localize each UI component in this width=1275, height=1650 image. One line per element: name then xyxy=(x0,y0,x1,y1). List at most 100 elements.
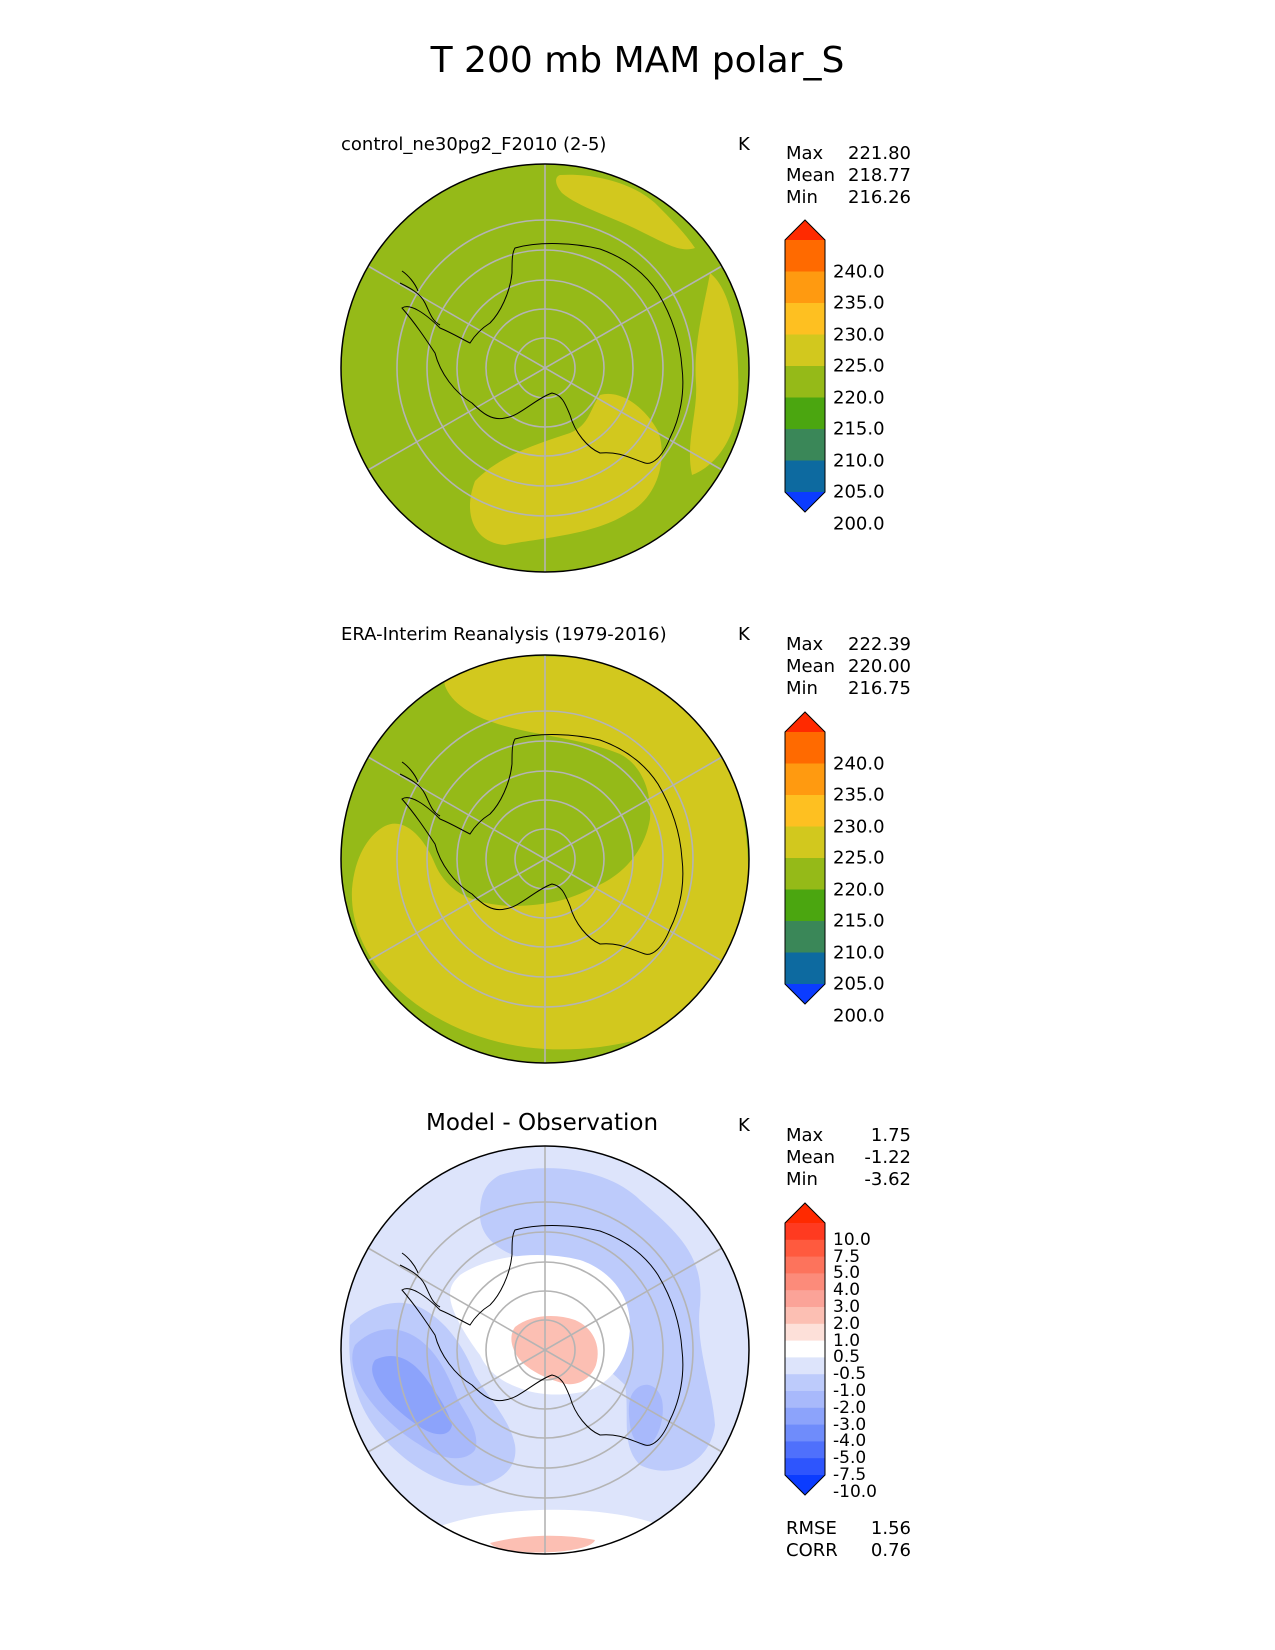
colorbar-outline xyxy=(784,219,826,513)
colorbar-tick-label: 225.0 xyxy=(833,355,885,377)
diff-positive-south xyxy=(490,1535,595,1553)
colorbar-segment xyxy=(785,1441,825,1459)
colorbar-tick-label: 230.0 xyxy=(833,816,885,837)
graticule xyxy=(367,164,723,572)
panel-2-title: ERA-Interim Reanalysis (1979-2016) xyxy=(341,624,667,645)
colorbar-tick-label: -3.0 xyxy=(833,1414,867,1435)
graticule xyxy=(367,1146,723,1554)
colorbar-segment xyxy=(785,795,825,827)
colorbar-tick-label: 220.0 xyxy=(833,387,885,408)
colorbar-segment xyxy=(785,889,825,922)
panel-3-units: K xyxy=(738,1115,750,1136)
panel-2-map xyxy=(340,654,750,1064)
colorbar-tick-label: -10.0 xyxy=(833,1481,877,1502)
warm-region-east xyxy=(689,273,739,475)
colorbar-segment xyxy=(785,1290,825,1308)
colorbar-extend-max xyxy=(785,220,825,240)
map-border xyxy=(340,1145,750,1555)
colorbar-outline xyxy=(784,1202,826,1496)
stat-min: Min -3.62 xyxy=(786,1169,911,1190)
stat-max: Max 222.39 xyxy=(786,634,911,655)
warm-region-north xyxy=(556,174,695,250)
stat-max: Max 1.75 xyxy=(786,1125,911,1146)
panel-3-stats: Max 1.75 Mean -1.22 Min -3.62 xyxy=(786,1125,911,1191)
colorbar-segment xyxy=(785,429,825,461)
coastline xyxy=(401,1225,684,1446)
peninsula xyxy=(399,1252,441,1308)
colorbar-tick-label: 2.0 xyxy=(833,1313,861,1334)
panel-1-units: K xyxy=(738,134,750,155)
colorbar-tick-label: 3.0 xyxy=(833,1297,861,1317)
colorbar-tick-label: -2.0 xyxy=(833,1397,867,1418)
colorbar-tick-label: 5.0 xyxy=(833,1263,861,1284)
panel-3-colorbar-ticks: 10.0 7.5 5.0 4.0 3.0 2.0 1.0 0.5 -0.5 -1.0 -2.0 -3.… xyxy=(833,1203,923,1502)
colorbar-tick-label: 235.0 xyxy=(833,784,885,806)
map-border xyxy=(340,163,750,573)
colorbar-tick-label: 7.5 xyxy=(833,1246,861,1267)
colorbar-segment xyxy=(785,1340,825,1358)
colorbar-segment xyxy=(785,366,825,398)
colorbar-tick-label: -5.0 xyxy=(833,1448,867,1469)
colorbar-segment xyxy=(785,763,825,796)
colorbar-segment xyxy=(785,1307,825,1325)
colorbar-extend-min xyxy=(785,984,825,1004)
colorbar-tick-label: 0.5 xyxy=(833,1347,861,1368)
colorbar-segment xyxy=(785,1391,825,1409)
colorbar-segment xyxy=(785,1223,825,1241)
panel-2-stats: Max 222.39 Mean 220.00 Min 216.75 xyxy=(786,634,911,700)
panel-3-colorbar xyxy=(784,1202,826,1496)
colorbar-tick-label: 240.0 xyxy=(833,261,885,282)
peninsula xyxy=(399,270,441,326)
colorbar-segment xyxy=(785,952,825,985)
colorbar-tick-label: 235.0 xyxy=(833,292,885,314)
colorbar-segment xyxy=(785,303,825,335)
colorbar-segment xyxy=(785,1256,825,1274)
metric-rmse: RMSE 1.56 xyxy=(786,1518,911,1539)
colorbar-tick-label: 200.0 xyxy=(833,1005,885,1026)
colorbar-tick-label: 210.0 xyxy=(833,450,885,471)
metric-corr: CORR 0.76 xyxy=(786,1540,911,1561)
warm-region-south xyxy=(469,393,662,545)
colorbar-segment xyxy=(785,1458,825,1476)
colorbar-segment xyxy=(785,271,825,304)
colorbar-segment xyxy=(785,858,825,890)
stat-mean: Mean 220.00 xyxy=(786,656,911,677)
stat-min: Min 216.75 xyxy=(786,678,911,699)
colorbar-segment xyxy=(785,1323,825,1342)
stat-max: Max 221.80 xyxy=(786,143,911,164)
panel-2-colorbar xyxy=(784,711,826,1005)
colorbar-segment xyxy=(785,826,825,859)
coastline xyxy=(401,243,684,464)
panel-1-title: control_ne30pg2_F2010 (2-5) xyxy=(341,134,607,155)
colorbar-segment xyxy=(785,732,825,764)
colorbar-extend-min xyxy=(785,492,825,512)
colorbar-tick-label: 1.0 xyxy=(833,1330,861,1351)
colorbar-tick-label: -1.0 xyxy=(833,1381,867,1401)
colorbar-tick-label: 230.0 xyxy=(833,324,885,345)
colorbar-extend-max xyxy=(785,1203,825,1223)
colorbar-tick-label: 210.0 xyxy=(833,942,885,963)
stat-min: Min 216.26 xyxy=(786,187,911,208)
colorbar-segment xyxy=(785,240,825,272)
colorbar-outline xyxy=(784,711,826,1005)
colorbar-segment xyxy=(785,397,825,430)
panel-2-units: K xyxy=(738,624,750,645)
colorbar-extend-min xyxy=(785,1475,825,1495)
panel-3-title: Model - Observation xyxy=(426,1110,659,1136)
colorbar-tick-label: 215.0 xyxy=(833,910,885,932)
colorbar-tick-label: -0.5 xyxy=(833,1364,867,1385)
colorbar-segment xyxy=(785,1357,825,1375)
peninsula xyxy=(399,761,441,817)
stat-mean: Mean -1.22 xyxy=(786,1147,911,1168)
colorbar-tick-label: 205.0 xyxy=(833,973,885,995)
map-border xyxy=(340,654,750,1064)
colorbar-segment xyxy=(785,460,825,493)
colorbar-segment xyxy=(785,334,825,367)
stat-mean: Mean 218.77 xyxy=(786,165,911,186)
colorbar-segment xyxy=(785,1239,825,1258)
panel-2-colorbar-ticks: 240.0 235.0 230.0 225.0 220.0 215.0 210.0 205.0… xyxy=(833,712,923,1026)
colorbar-tick-label: 200.0 xyxy=(833,513,885,534)
panel-1-stats: Max 221.80 Mean 218.77 Min 216.26 xyxy=(786,143,911,209)
figure-title: T 200 mb MAM polar_S xyxy=(430,40,845,81)
colorbar-segment xyxy=(785,921,825,953)
